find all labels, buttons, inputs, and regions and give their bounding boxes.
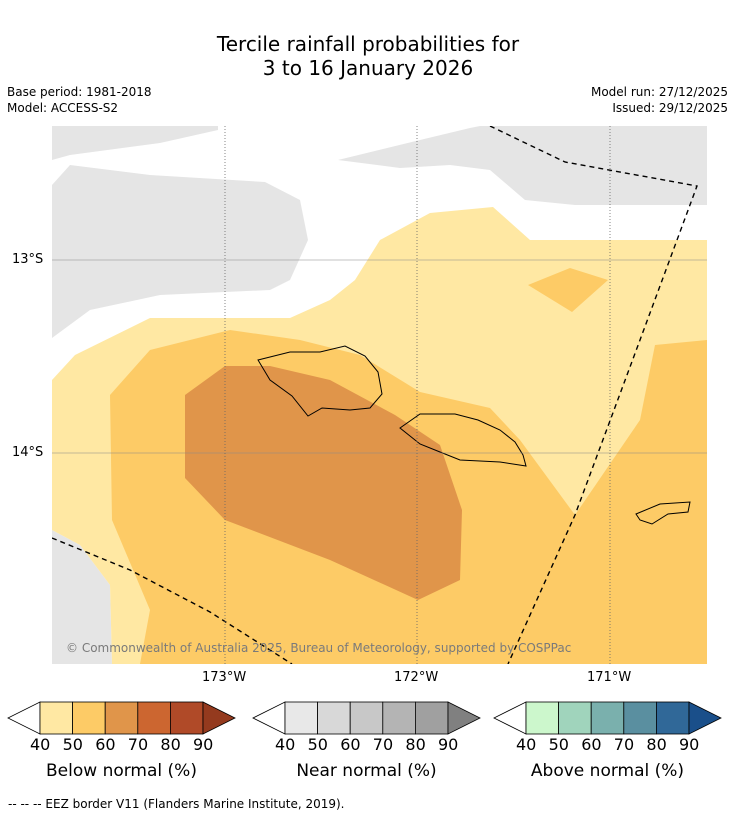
legend-tick-label: 70: [372, 735, 394, 754]
lon-label: 171°W: [587, 670, 632, 685]
island-upolu: [399, 413, 527, 467]
legend-extend-low: [252, 701, 286, 735]
island-tutuila: [635, 501, 691, 525]
near-normal-region: [52, 530, 112, 664]
eez-border: [52, 537, 293, 664]
lon-label: 172°W: [394, 670, 439, 685]
legend-extend-low: [493, 701, 527, 735]
below-normal-60-70: [185, 366, 462, 600]
legend-swatch: [104, 701, 139, 735]
legend-title: Near normal (%): [296, 761, 437, 781]
legend-tick-label: 70: [127, 735, 149, 754]
legend-swatch: [72, 701, 106, 735]
legend-tick-label: 60: [95, 735, 116, 754]
legend-extend-high: [447, 701, 481, 735]
legend-tick-label: 70: [613, 735, 635, 754]
legend-swatch: [623, 701, 657, 735]
legend-swatch: [382, 701, 416, 735]
legend-extend-high: [202, 701, 236, 735]
legend-title: Above normal (%): [530, 761, 685, 781]
copyright: © Commonwealth of Australia 2025, Bureau…: [66, 641, 572, 655]
legend-tick-label: 40: [30, 735, 51, 754]
legend-tick-label: 50: [548, 735, 569, 754]
legend-tick-label: 60: [340, 735, 361, 754]
legend-tick-label: 40: [275, 735, 296, 754]
footnote: -- -- -- EEZ border V11 (Flanders Marine…: [8, 797, 345, 811]
legend-extend-low: [7, 701, 41, 735]
title-line-1: Tercile rainfall probabilities for: [216, 32, 520, 56]
graticule: [52, 259, 707, 454]
legend-tick-label: 80: [160, 735, 181, 754]
below-normal-50-60: [528, 268, 608, 312]
issued-date: Issued: 29/12/2025: [612, 101, 728, 115]
lon-label: 173°W: [202, 670, 247, 685]
legend-swatch: [284, 701, 318, 735]
legend-tick-label: 90: [679, 735, 700, 754]
legend-extend-high: [688, 701, 722, 735]
near-normal-region: [338, 126, 707, 205]
legend-tick-label: 80: [646, 735, 667, 754]
model-run: Model run: 27/12/2025: [590, 85, 728, 99]
legend-swatch: [39, 701, 73, 735]
island-savaii: [257, 345, 383, 417]
legend-tick-label: 80: [405, 735, 426, 754]
lat-label: 14°S: [12, 445, 44, 460]
legend-tick-label: 60: [581, 735, 602, 754]
legend-tick-label: 90: [438, 735, 459, 754]
near-normal-region: [52, 126, 218, 160]
eez-border: [489, 126, 698, 664]
near-normal-region: [52, 165, 308, 338]
legend-tick-label: 50: [307, 735, 328, 754]
legend-swatch: [414, 701, 449, 735]
legend-swatch: [317, 701, 351, 735]
legend-swatch: [137, 701, 171, 735]
legend-swatch: [656, 701, 690, 735]
legend-tick-label: 90: [193, 735, 214, 754]
legend-tick-label: 40: [516, 735, 537, 754]
legend-swatch: [590, 701, 625, 735]
legend-title: Below normal (%): [46, 761, 197, 781]
legend-swatch: [558, 701, 592, 735]
model-name: Model: ACCESS-S2: [7, 101, 119, 115]
legend-tick-label: 50: [62, 735, 83, 754]
legend-swatch: [349, 701, 384, 735]
legend-swatch: [525, 701, 559, 735]
lat-label: 13°S: [12, 252, 44, 267]
title-line-2: 3 to 16 January 2026: [262, 56, 474, 80]
base-period: Base period: 1981-2018: [7, 85, 152, 99]
legend-swatch: [169, 701, 204, 735]
